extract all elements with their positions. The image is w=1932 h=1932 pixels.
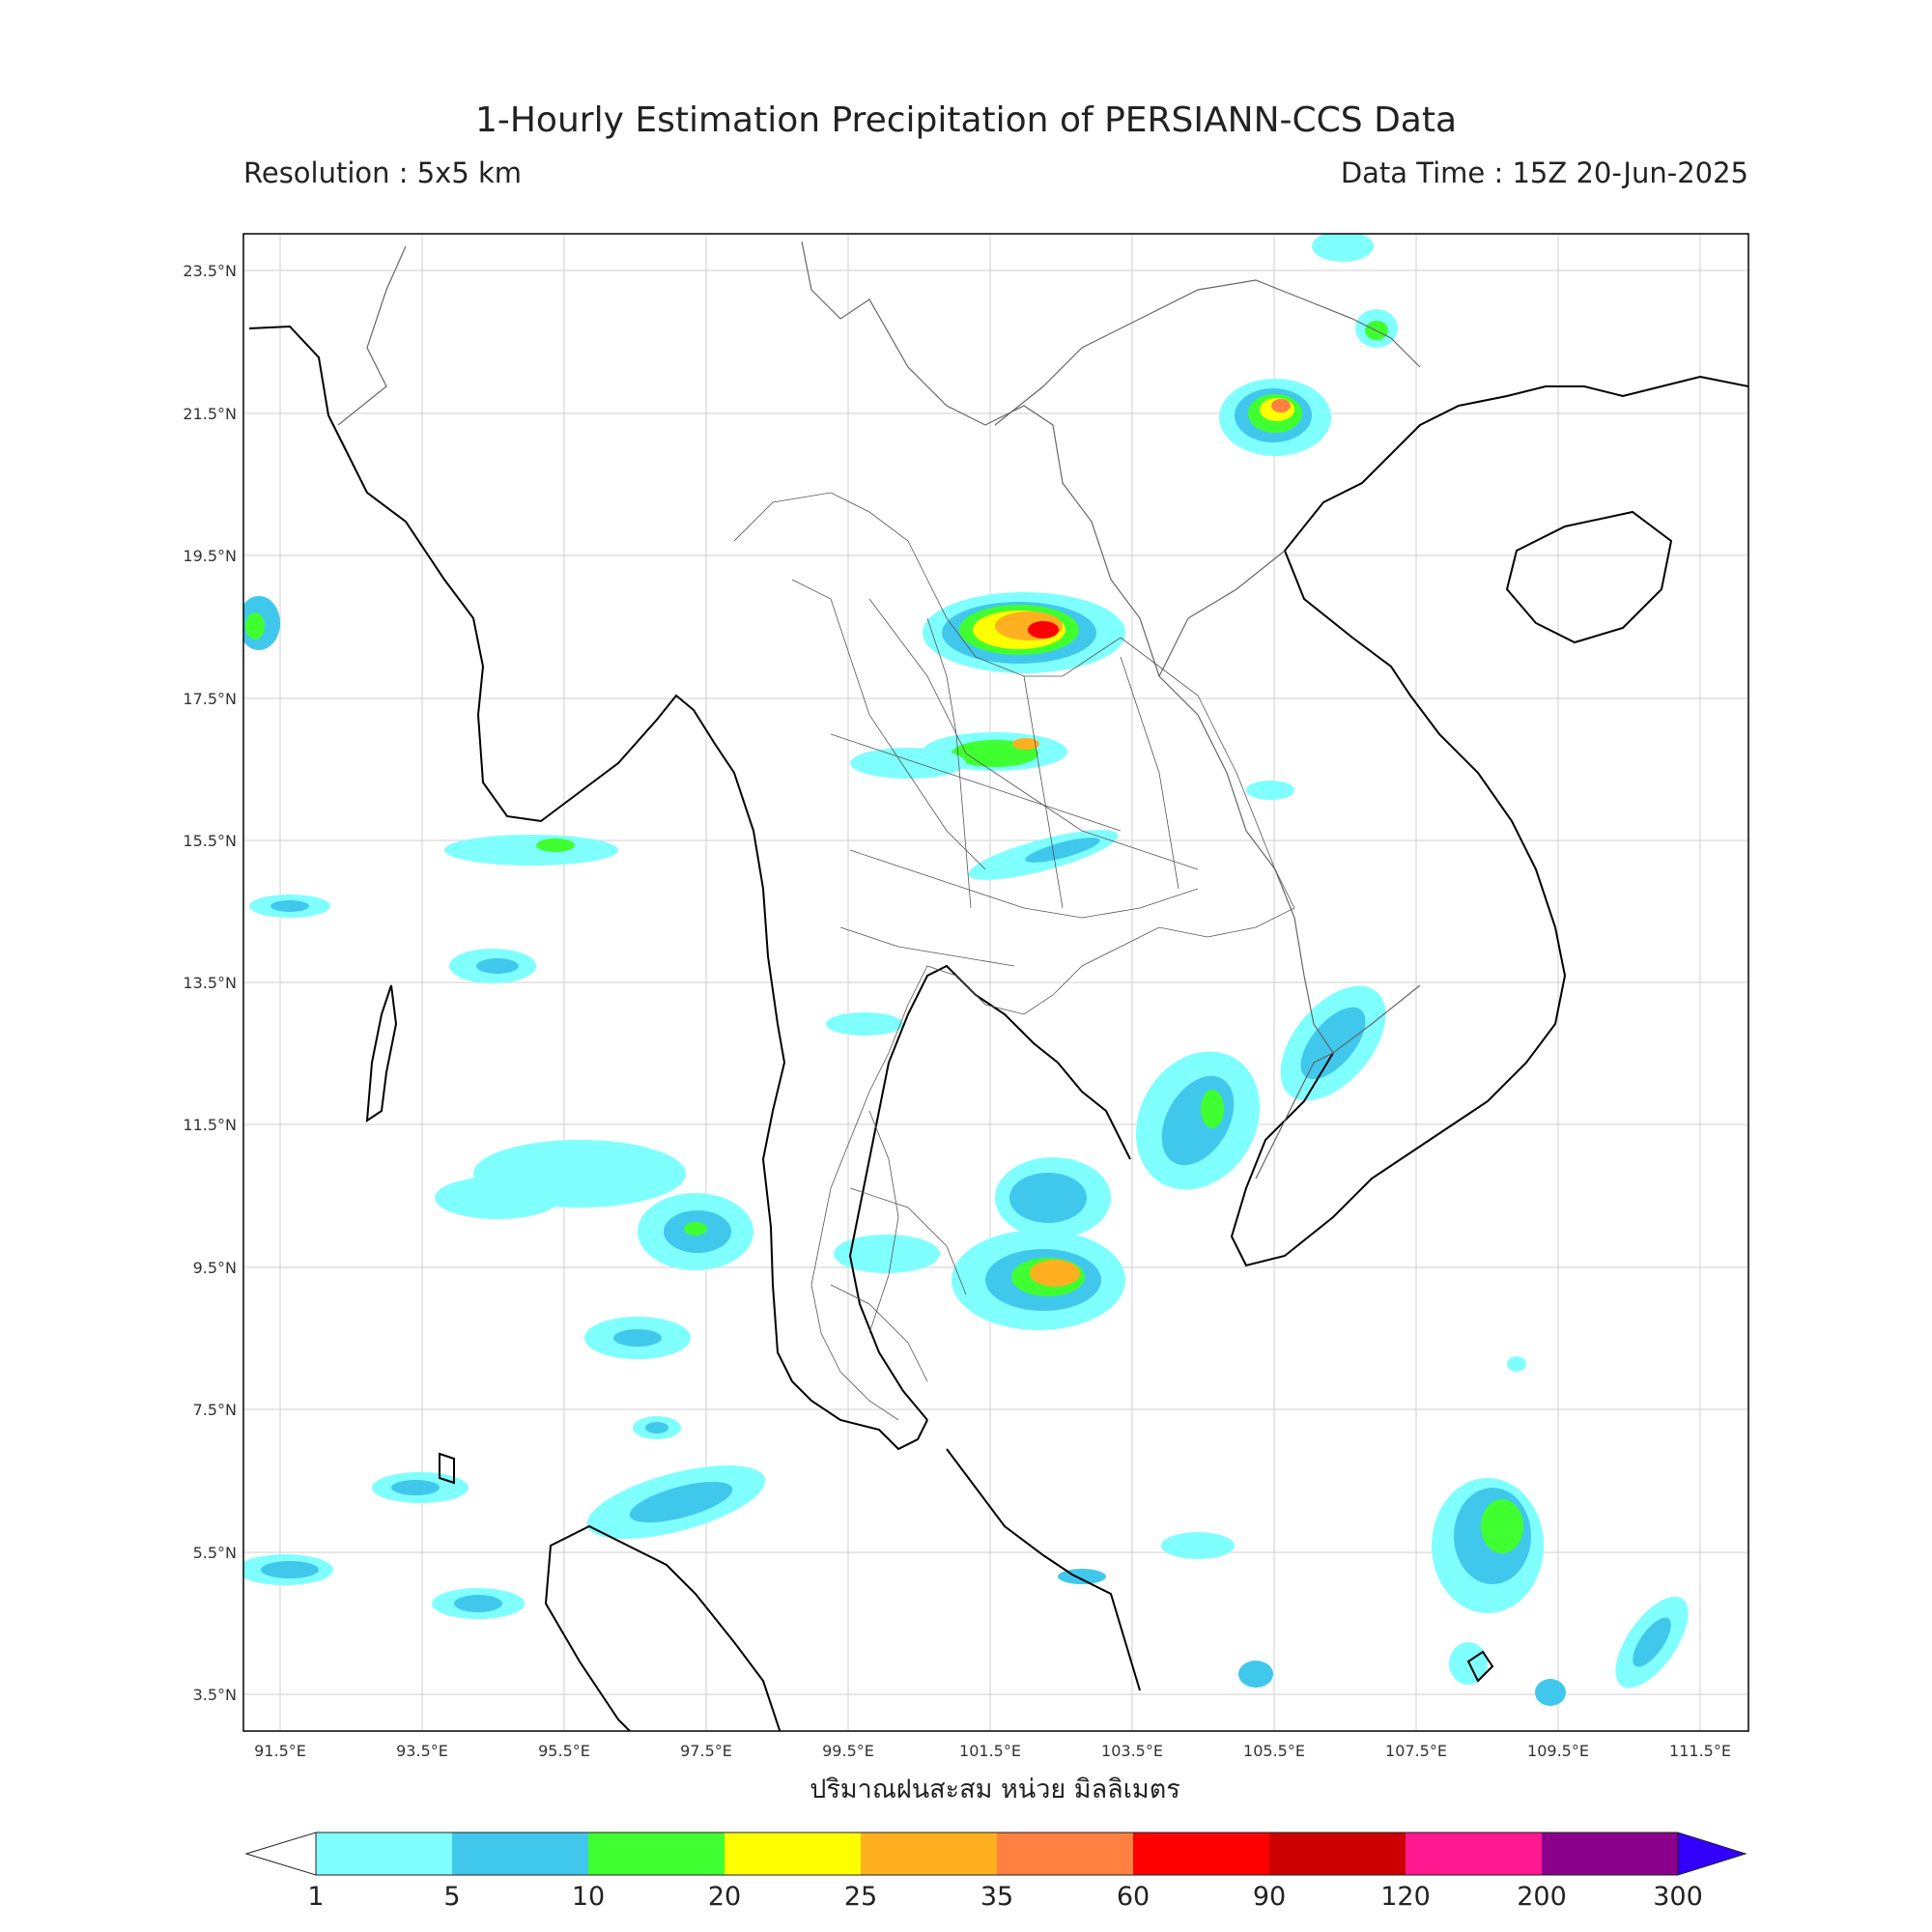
- lon-label-95-5: 95.5°E: [538, 1742, 590, 1760]
- colorbar-label: ปริมาณฝนสะสม หน่วย มิลลิเมตร: [810, 1775, 1180, 1804]
- lat-label-23-5: 23.5°N: [183, 262, 237, 280]
- lat-label-11-5: 11.5°N: [183, 1116, 237, 1134]
- lon-label-111-5: 111.5°E: [1669, 1742, 1731, 1760]
- lon-label-101-5: 101.5°E: [959, 1742, 1021, 1760]
- longitude-labels: 91.5°E 93.5°E 95.5°E 97.5°E 99.5°E 101.5…: [254, 1742, 1731, 1760]
- map-gridlines: [243, 234, 1748, 1731]
- colorbar-tick-label: 300: [1653, 1882, 1703, 1912]
- colorbar-tick-label: 90: [1253, 1882, 1286, 1912]
- rain-areas: [243, 234, 1689, 1706]
- lat-label-21-5: 21.5°N: [183, 405, 237, 423]
- colorbar-frame: [315, 1832, 1679, 1876]
- lon-label-91-5: 91.5°E: [254, 1742, 306, 1760]
- lon-label-93-5: 93.5°E: [396, 1742, 448, 1760]
- map-frame: [242, 233, 1749, 1732]
- country-borders: [337, 241, 1421, 1179]
- colorbar-segment: [452, 1833, 588, 1875]
- colorbar-segment: [861, 1833, 997, 1875]
- colorbar-low-arrow: [244, 1832, 317, 1876]
- lat-label-9-5: 9.5°N: [193, 1259, 237, 1277]
- resolution-label: Resolution : 5x5 km: [243, 156, 523, 189]
- lat-label-13-5: 13.5°N: [183, 974, 237, 992]
- colorbar-segments: [316, 1832, 1747, 1876]
- colorbar-tick-label: 25: [844, 1882, 877, 1912]
- colorbar-tick-label: 35: [980, 1882, 1013, 1912]
- thailand-provinces: [733, 492, 1295, 1421]
- colorbar-segment: [1406, 1833, 1542, 1875]
- colorbar-ticks: 1 5 10 20 25 35 60 90 120 200 300: [307, 1882, 1702, 1912]
- colorbar-segment: [1133, 1833, 1269, 1875]
- rain-cell-south-china-sea: [1058, 1356, 1689, 1706]
- colorbar-tick-label: 5: [443, 1882, 460, 1912]
- lat-label-3-5: 3.5°N: [193, 1686, 237, 1704]
- rain-cell-northern-vietnam: [1219, 234, 1398, 456]
- colorbar-tick-label: 200: [1517, 1882, 1567, 1912]
- colorbar-segment: [316, 1833, 452, 1875]
- lat-label-7-5: 7.5°N: [193, 1401, 237, 1419]
- lat-label-17-5: 17.5°N: [183, 690, 237, 708]
- data-time-label: Data Time : 15Z 20-Jun-2025: [1340, 156, 1748, 189]
- colorbar-segment: [724, 1833, 861, 1875]
- lon-label-99-5: 99.5°E: [822, 1742, 874, 1760]
- lon-label-109-5: 109.5°E: [1527, 1742, 1589, 1760]
- colorbar-tick-label: 1: [307, 1882, 324, 1912]
- colorbar: 1 5 10 20 25 35 60 90 120 200 300: [244, 1832, 1747, 1912]
- colorbar-segment: [1542, 1833, 1678, 1875]
- rain-cell-thailand: [826, 748, 1294, 1273]
- map-title: 1-Hourly Estimation Precipitation of PER…: [474, 100, 1458, 140]
- rain-cell-andaman: [243, 596, 766, 1619]
- rain-cell-northern-laos: [923, 592, 1125, 771]
- lon-label-105-5: 105.5°E: [1243, 1742, 1305, 1760]
- lat-label-5-5: 5.5°N: [193, 1544, 237, 1562]
- colorbar-segment: [1269, 1833, 1406, 1875]
- colorbar-tick-label: 120: [1380, 1882, 1431, 1912]
- colorbar-high-arrow: [1677, 1832, 1747, 1876]
- colorbar-segment: [997, 1833, 1133, 1875]
- lon-label-97-5: 97.5°E: [680, 1742, 732, 1760]
- lat-label-15-5: 15.5°N: [183, 832, 237, 850]
- rain-cell-gulf: [952, 985, 1386, 1330]
- colorbar-tick-label: 60: [1117, 1882, 1150, 1912]
- coastlines: [248, 325, 1748, 1731]
- colorbar-tick-label: 20: [708, 1882, 741, 1912]
- latitude-labels: 23.5°N 21.5°N 19.5°N 17.5°N 15.5°N 13.5°…: [183, 262, 237, 1704]
- colorbar-tick-label: 10: [572, 1882, 605, 1912]
- lon-label-103-5: 103.5°E: [1101, 1742, 1163, 1760]
- lat-label-19-5: 19.5°N: [183, 547, 237, 565]
- lon-label-107-5: 107.5°E: [1385, 1742, 1447, 1760]
- colorbar-segment: [588, 1833, 724, 1875]
